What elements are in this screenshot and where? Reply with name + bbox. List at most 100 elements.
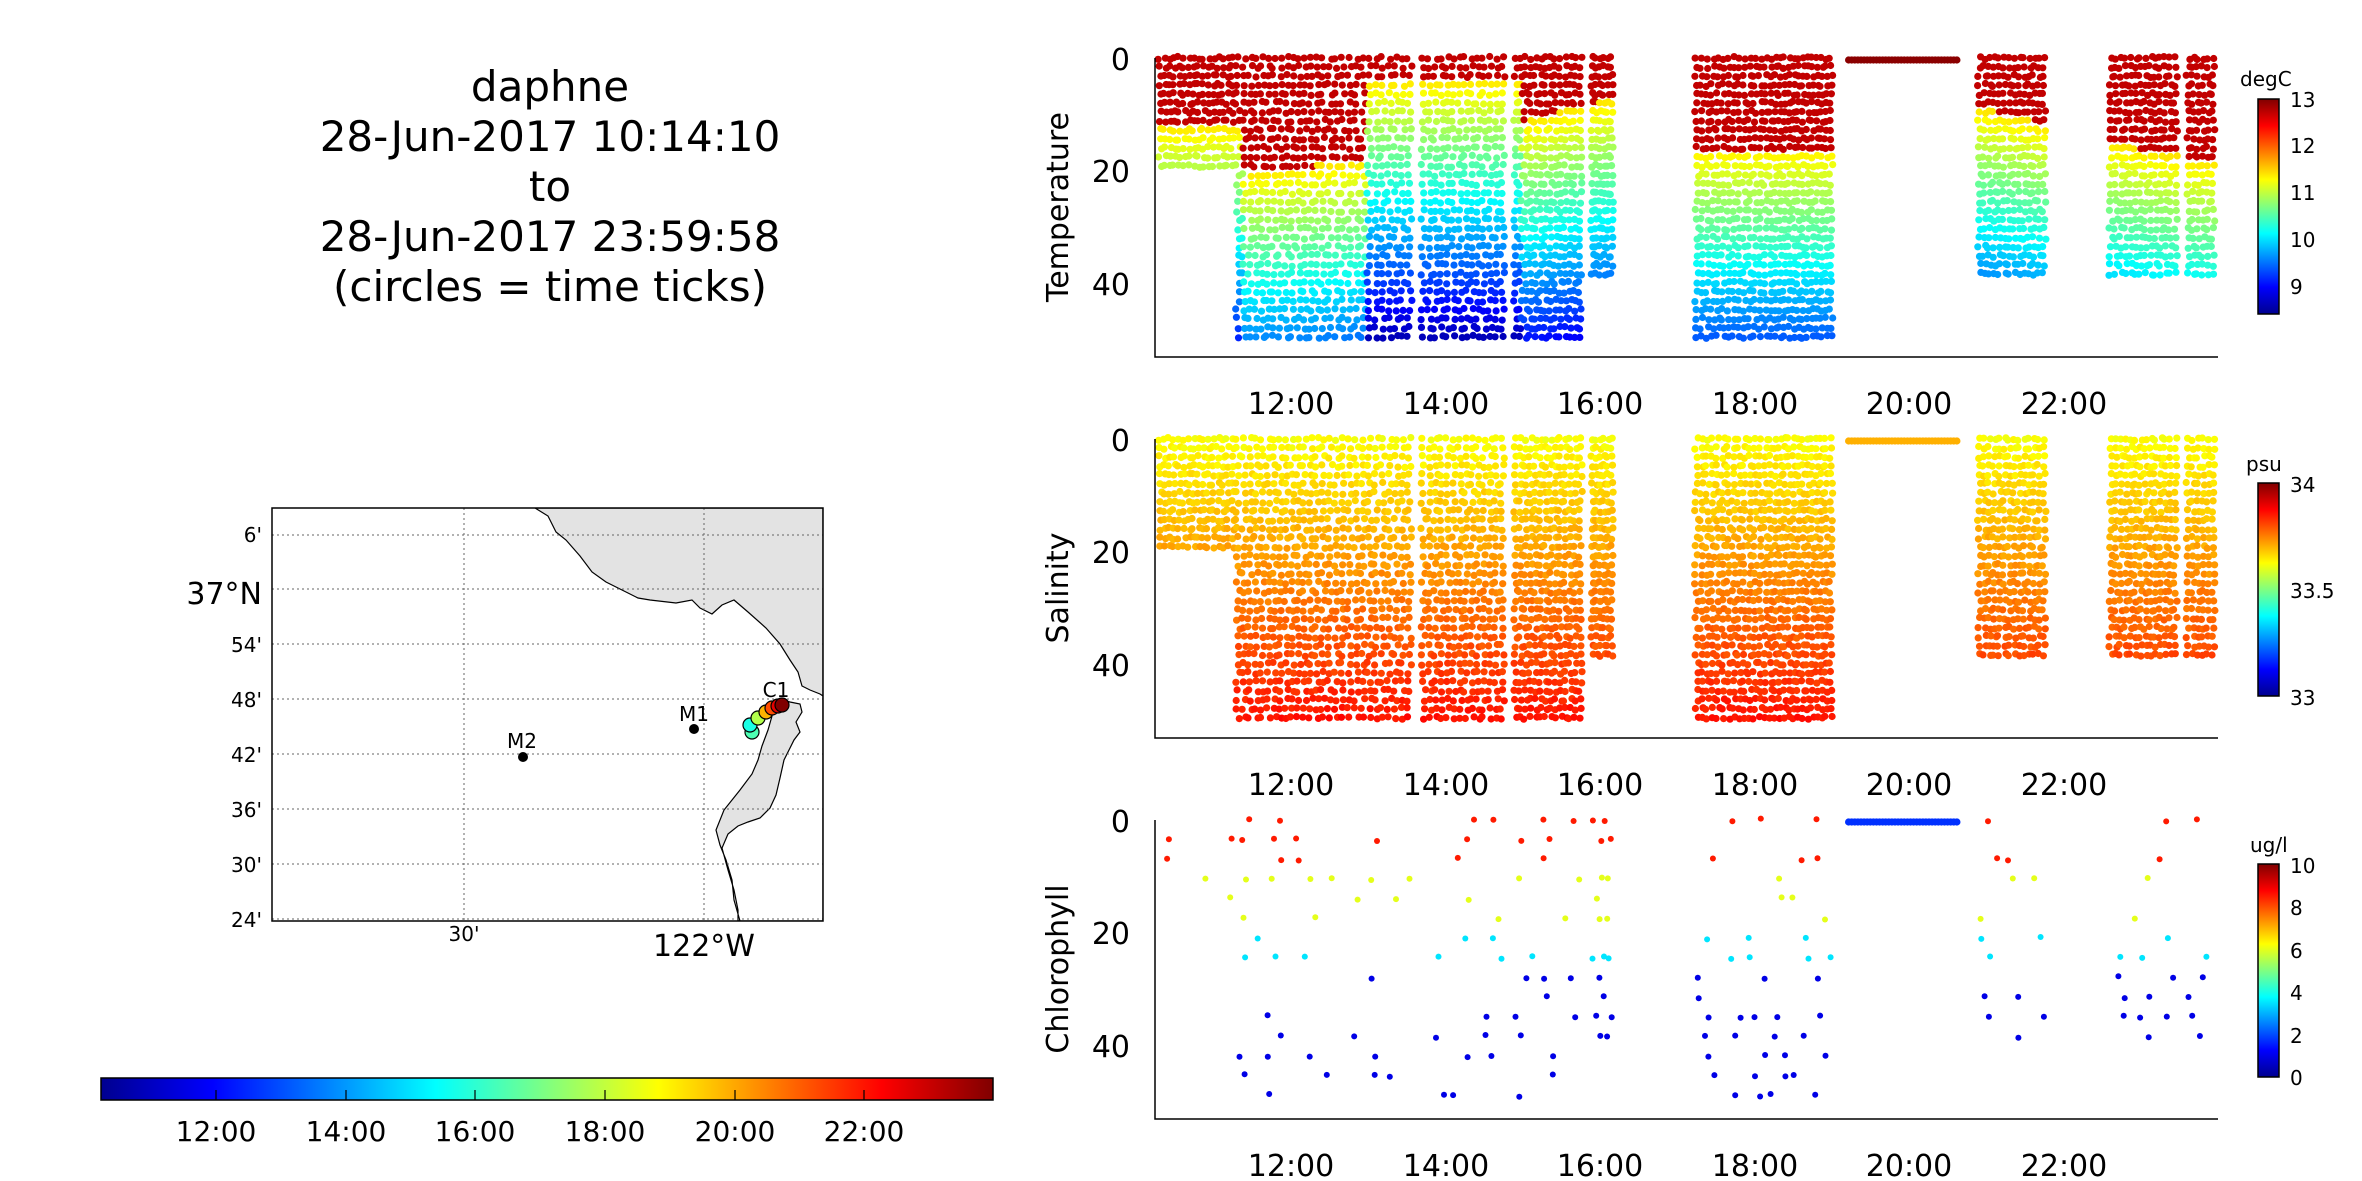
temperature-point	[1760, 243, 1768, 251]
temperature-point	[1344, 279, 1352, 288]
temperature-point	[1307, 307, 1315, 315]
temperature-point	[1813, 260, 1821, 268]
temperature-point	[2130, 145, 2138, 153]
salinity-point	[1323, 705, 1331, 713]
temperature-point	[1386, 208, 1394, 216]
temperature-point	[1365, 100, 1373, 108]
temperature-point	[1576, 73, 1584, 81]
temperature-point	[1346, 226, 1354, 234]
temperature-point	[1750, 125, 1758, 133]
salinity-point	[1180, 444, 1188, 452]
temperature-point	[1596, 117, 1604, 125]
temperature-point	[1371, 216, 1379, 224]
temperature-point	[1712, 280, 1720, 288]
temperature-point	[1827, 271, 1835, 279]
temperature-point	[1825, 305, 1833, 313]
temperature-point	[1426, 287, 1434, 295]
salinity-point	[1338, 498, 1346, 507]
temperature-point	[1277, 73, 1285, 81]
temperature-point	[1312, 270, 1320, 278]
temperature-point	[1609, 198, 1617, 206]
temperature-point	[2041, 170, 2049, 178]
salinity-point	[1269, 436, 1277, 444]
temperature-point	[2039, 252, 2047, 260]
temperature-point	[1803, 315, 1811, 323]
temperature-point	[1247, 198, 1255, 206]
temperature-point	[1793, 271, 1801, 279]
salinity-point	[1218, 481, 1226, 489]
temperature-point	[1699, 270, 1707, 278]
salinity-point	[1312, 535, 1320, 543]
temperature-point	[1606, 118, 1614, 126]
temperature-point	[1219, 108, 1227, 116]
figure-title: daphne 28-Jun-2017 10:14:10 to 28-Jun-20…	[250, 62, 850, 312]
temperature-point	[1535, 135, 1543, 143]
temperature-point	[1296, 334, 1304, 342]
temperature-point	[1463, 126, 1471, 134]
temperature-point	[1476, 153, 1484, 161]
temperature-point	[1974, 143, 1982, 151]
temperature-point	[1268, 163, 1277, 171]
temperature-point	[1426, 82, 1434, 90]
temperature-point	[1713, 298, 1721, 306]
temperature-point	[1750, 233, 1758, 242]
temperature-point	[1253, 288, 1261, 297]
temperature-point	[1475, 80, 1483, 88]
temperature-point	[1762, 224, 1770, 232]
temperature-point	[1530, 206, 1538, 214]
temperature-point	[1771, 108, 1779, 116]
temperature-point	[1325, 278, 1333, 286]
salinity-point	[1194, 489, 1202, 497]
salinity-point	[1326, 696, 1335, 704]
temperature-point	[1320, 133, 1328, 141]
temperature-point	[1718, 288, 1726, 296]
salinity-point	[1200, 506, 1208, 514]
temperature-point	[1821, 313, 1829, 321]
temperature-point	[1174, 108, 1182, 116]
temperature-point	[1535, 90, 1543, 98]
temperature-point	[1702, 189, 1710, 197]
salinity-point	[1244, 714, 1252, 722]
temperature-point	[1393, 53, 1401, 61]
temperature-point	[1289, 297, 1297, 305]
temperature-point	[2160, 134, 2168, 142]
temperature-point	[1826, 261, 1834, 269]
temperature-point	[2015, 187, 2023, 195]
temperature-point	[2192, 244, 2200, 252]
temperature-point	[1364, 334, 1373, 342]
salinity-point	[1275, 544, 1283, 552]
temperature-point	[1308, 127, 1316, 135]
temperature-point	[1750, 295, 1758, 304]
temperature-point	[1331, 199, 1339, 207]
salinity-point	[1295, 696, 1303, 705]
temperature-point	[2115, 117, 2123, 125]
salinity-point	[1338, 434, 1346, 442]
temperature-point	[1771, 127, 1779, 135]
salinity-point	[1365, 443, 1373, 451]
temperature-point	[1990, 135, 1998, 143]
temperature-point	[1723, 307, 1731, 315]
temperature-point	[1467, 234, 1475, 242]
lat-label: 24'	[231, 908, 262, 932]
salinity-point	[1284, 488, 1292, 496]
temperature-point	[1262, 117, 1270, 125]
salinity-point	[1378, 443, 1386, 451]
temperature-point	[1229, 153, 1237, 161]
temperature-point	[1702, 144, 1710, 153]
salinity-point	[1203, 534, 1212, 542]
temperature-point	[1332, 298, 1340, 306]
temperature-point	[1479, 241, 1487, 249]
temperature-point	[2172, 118, 2180, 126]
temperature-point	[1239, 243, 1248, 251]
temperature-point	[1451, 332, 1459, 340]
salinity-point	[1361, 515, 1369, 523]
temperature-point	[1492, 161, 1500, 169]
temperature-point	[1706, 91, 1715, 99]
salinity-point	[1372, 633, 1380, 641]
salinity-point	[1371, 696, 1379, 704]
temperature-point	[1337, 108, 1345, 116]
temperature-point	[2009, 253, 2017, 261]
time-colorbar-labels: 12:00 14:00 16:00 18:00 20:00 22:00	[176, 1115, 905, 1148]
temperature-point	[2171, 53, 2179, 61]
temperature-point	[1770, 145, 1778, 153]
